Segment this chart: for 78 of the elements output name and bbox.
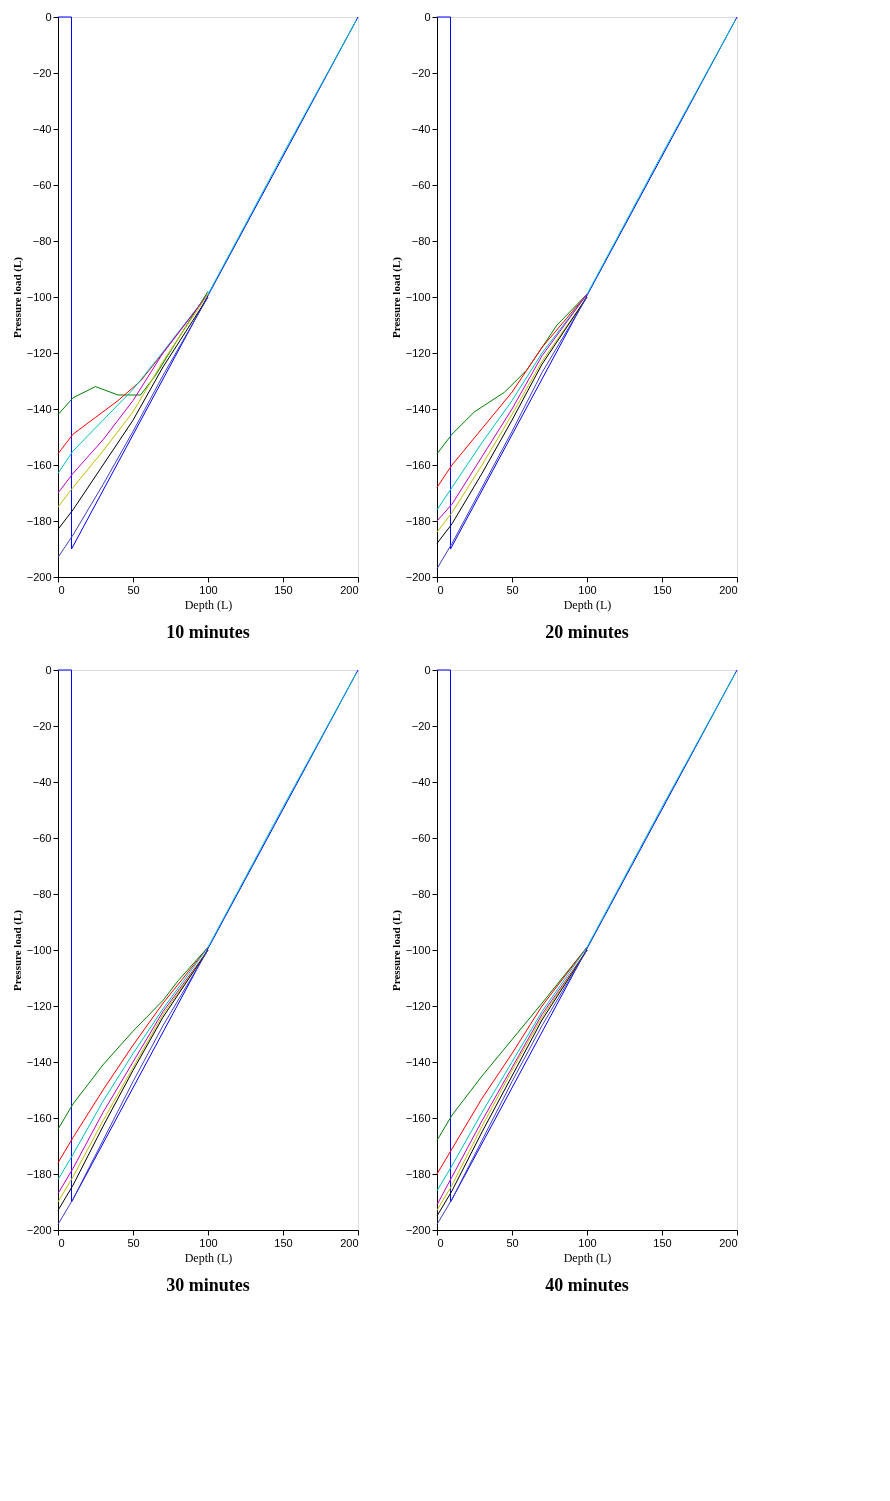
x-tick-label: 0: [58, 1236, 65, 1249]
y-tick-label: −180: [26, 514, 52, 527]
y-tick-label: 0: [424, 10, 431, 23]
x-tick-label: 150: [274, 1236, 293, 1249]
y-axis-title: Pressure load (L): [10, 256, 24, 338]
line-series: [57, 290, 209, 416]
x-tick-label: 200: [340, 1236, 359, 1249]
y-tick-label: −120: [26, 346, 52, 359]
y-axis-title: Pressure load (L): [389, 256, 403, 338]
y-tick-label: −40: [411, 122, 431, 135]
y-tick-label: −140: [26, 402, 52, 415]
x-tick-label: 200: [719, 583, 738, 596]
y-tick-label: −200: [26, 1223, 52, 1236]
y-tick-label: −140: [405, 402, 431, 415]
x-axis-title: Depth (L): [184, 1250, 233, 1265]
y-tick-label: −200: [405, 1223, 431, 1236]
y-tick-label: −40: [411, 775, 431, 788]
x-tick-label: 50: [506, 1236, 519, 1249]
x-tick-label: 200: [719, 1236, 738, 1249]
y-tick-label: 0: [424, 663, 431, 676]
y-tick-label: −140: [26, 1055, 52, 1068]
y-axis-title: Pressure load (L): [10, 909, 24, 991]
y-tick-label: −40: [32, 122, 52, 135]
x-tick-label: 100: [199, 1236, 218, 1249]
text: 40 minutes: [545, 1275, 629, 1295]
y-tick-label: −200: [26, 570, 52, 583]
y-tick-label: −80: [411, 887, 431, 900]
y-tick-label: −120: [26, 999, 52, 1012]
y-tick-label: −160: [26, 1111, 52, 1124]
x-tick-label: 50: [506, 583, 519, 596]
y-tick-label: −60: [411, 831, 431, 844]
x-tick-label: 0: [437, 583, 444, 596]
y-tick-label: −200: [405, 570, 431, 583]
y-tick-label: 0: [45, 10, 52, 23]
text: 10 minutes: [166, 622, 250, 642]
y-tick-label: −60: [411, 178, 431, 191]
y-tick-label: −120: [405, 999, 431, 1012]
y-tick-label: −120: [405, 346, 431, 359]
x-tick-label: 200: [340, 583, 359, 596]
y-tick-label: −60: [32, 178, 52, 191]
text: 30 minutes: [166, 1275, 250, 1295]
y-tick-label: −40: [32, 775, 52, 788]
y-tick-label: −60: [32, 831, 52, 844]
y-tick-label: −160: [405, 458, 431, 471]
y-tick-label: −20: [32, 66, 52, 79]
x-tick-label: 100: [578, 1236, 597, 1249]
y-tick-label: −20: [411, 66, 431, 79]
y-tick-label: −80: [32, 234, 52, 247]
x-tick-label: 100: [199, 583, 218, 596]
x-axis-title: Depth (L): [184, 597, 233, 612]
line-series: [57, 19, 357, 474]
y-tick-label: −160: [405, 1111, 431, 1124]
y-tick-label: −80: [411, 234, 431, 247]
x-tick-label: 50: [127, 583, 140, 596]
y-tick-label: −140: [405, 1055, 431, 1068]
y-tick-label: −160: [26, 458, 52, 471]
x-axis-title: Depth (L): [563, 597, 612, 612]
y-tick-label: −100: [405, 943, 431, 956]
y-tick-label: −180: [26, 1167, 52, 1180]
x-axis-title: Depth (L): [563, 1250, 612, 1265]
y-tick-label: −100: [26, 290, 52, 303]
x-tick-label: 150: [274, 583, 293, 596]
x-tick-label: 50: [127, 1236, 140, 1249]
y-tick-label: −20: [32, 719, 52, 732]
x-tick-label: 0: [58, 583, 65, 596]
y-tick-label: −80: [32, 887, 52, 900]
x-tick-label: 0: [437, 1236, 444, 1249]
y-axis-title: Pressure load (L): [389, 909, 403, 991]
y-tick-label: −180: [405, 514, 431, 527]
x-tick-label: 150: [653, 583, 672, 596]
y-tick-label: −180: [405, 1167, 431, 1180]
y-tick-label: 0: [45, 663, 52, 676]
x-tick-label: 100: [578, 583, 597, 596]
y-tick-label: −100: [26, 943, 52, 956]
y-tick-label: −100: [405, 290, 431, 303]
y-tick-label: −20: [411, 719, 431, 732]
text: 20 minutes: [545, 622, 629, 642]
x-tick-label: 150: [653, 1236, 672, 1249]
